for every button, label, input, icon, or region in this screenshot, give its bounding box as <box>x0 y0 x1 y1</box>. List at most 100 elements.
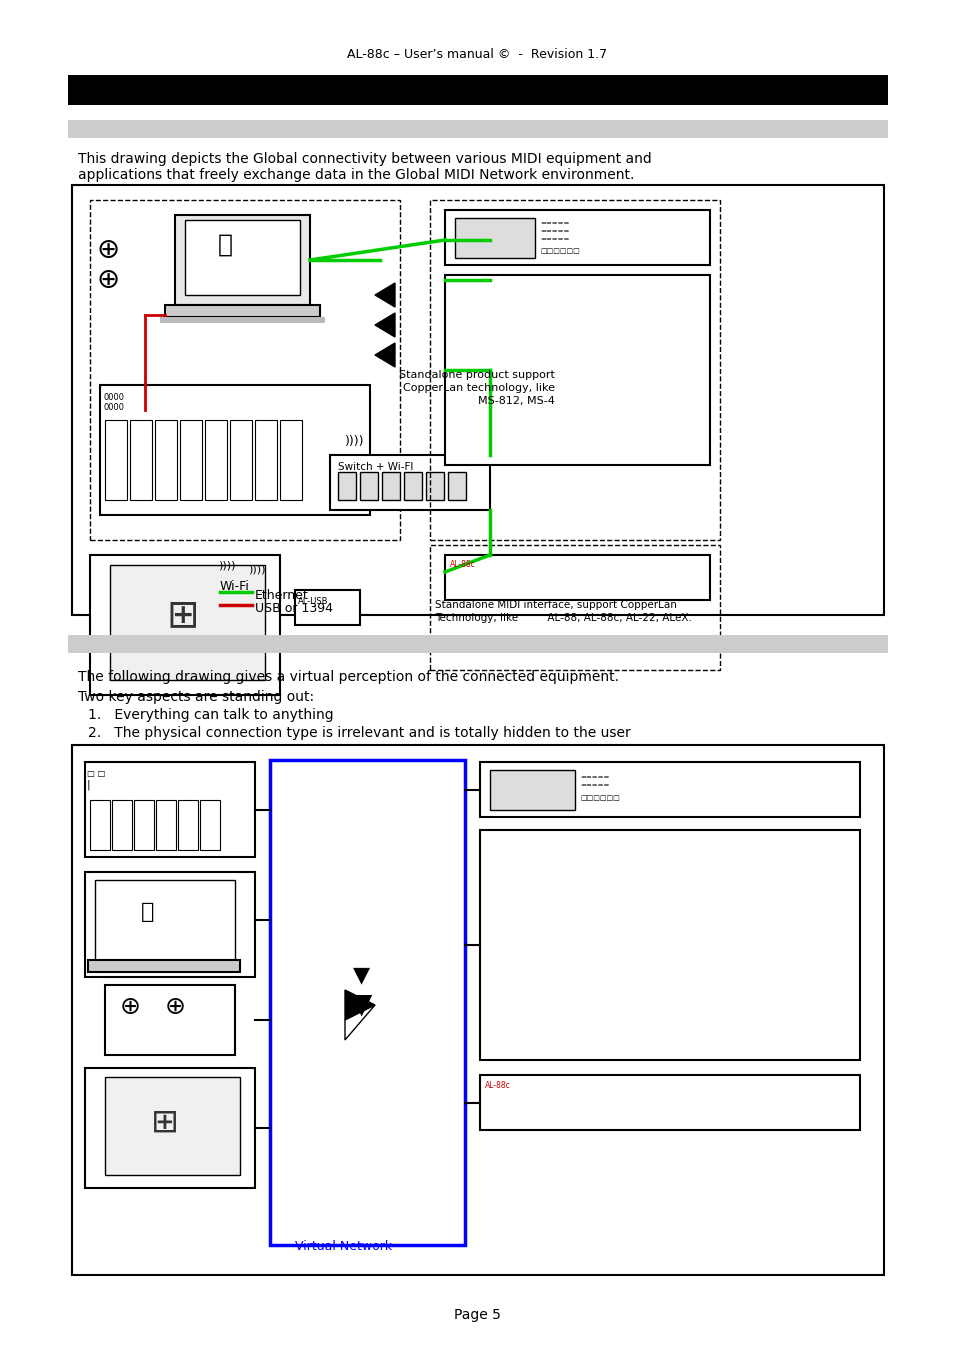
Text: 1.   Everything can talk to anything: 1. Everything can talk to anything <box>88 708 334 721</box>
Bar <box>112 800 132 850</box>
Text: )))): )))) <box>218 561 235 570</box>
Text: AL-USB: AL-USB <box>297 597 328 607</box>
Bar <box>479 830 859 1061</box>
Text: ⊕: ⊕ <box>96 266 119 295</box>
Text: |: | <box>87 780 91 790</box>
Text: 🍎: 🍎 <box>141 902 154 921</box>
Text: AL-88c – User’s manual ©  -  Revision 1.7: AL-88c – User’s manual © - Revision 1.7 <box>347 49 606 62</box>
Bar <box>110 565 265 680</box>
Bar <box>294 590 359 626</box>
Bar <box>71 744 883 1275</box>
Text: 0000: 0000 <box>103 403 124 412</box>
Bar <box>133 800 153 850</box>
Bar <box>85 1069 254 1188</box>
Text: □ □: □ □ <box>87 769 105 778</box>
Text: □□□□□□: □□□□□□ <box>579 794 619 801</box>
Text: Switch + Wi-FI: Switch + Wi-FI <box>337 462 413 471</box>
Bar <box>444 555 709 600</box>
Bar <box>68 635 887 653</box>
Bar <box>185 220 299 295</box>
Text: ⊕: ⊕ <box>119 994 140 1019</box>
Text: Ethernet: Ethernet <box>254 589 309 603</box>
Text: )))): )))) <box>345 435 364 449</box>
Bar <box>270 761 464 1246</box>
Bar <box>230 420 252 500</box>
Bar <box>178 800 198 850</box>
Text: Page 5: Page 5 <box>453 1308 500 1323</box>
Polygon shape <box>345 1005 375 1040</box>
Polygon shape <box>375 343 395 367</box>
Text: ⊕: ⊕ <box>96 236 119 263</box>
Bar <box>156 800 175 850</box>
Bar <box>280 420 302 500</box>
Bar <box>105 985 234 1055</box>
Text: ▼: ▼ <box>353 965 370 985</box>
Bar <box>337 471 355 500</box>
Bar <box>479 762 859 817</box>
Bar <box>426 471 443 500</box>
Bar <box>444 276 709 465</box>
Bar <box>444 209 709 265</box>
Bar <box>430 544 720 670</box>
Bar <box>85 871 254 977</box>
Text: 🍎: 🍎 <box>217 232 233 257</box>
Text: □□□□□□: □□□□□□ <box>539 249 579 254</box>
Text: Technology, like         AL-88, AL-88c, AL-22, ALeX.: Technology, like AL-88, AL-88c, AL-22, A… <box>435 613 691 623</box>
Bar <box>68 76 887 105</box>
Text: ⊞: ⊞ <box>167 596 199 634</box>
Text: The following drawing gives a virtual perception of the connected equipment.: The following drawing gives a virtual pe… <box>78 670 618 684</box>
Text: ⊕: ⊕ <box>164 994 185 1019</box>
Text: ⊞: ⊞ <box>151 1105 179 1139</box>
Bar <box>105 420 127 500</box>
Bar <box>174 215 310 305</box>
Text: MS-812, MS-4: MS-812, MS-4 <box>477 396 555 407</box>
Text: =====: ===== <box>579 774 609 780</box>
Bar <box>154 420 177 500</box>
Text: =====: ===== <box>539 228 569 234</box>
Bar <box>90 200 399 540</box>
Text: =====: ===== <box>539 220 569 226</box>
Bar <box>254 420 276 500</box>
Text: 2.   The physical connection type is irrelevant and is totally hidden to the use: 2. The physical connection type is irrel… <box>88 725 630 740</box>
Text: AL-88c: AL-88c <box>484 1081 510 1090</box>
Bar <box>359 471 377 500</box>
Text: Two key aspects are standing out:: Two key aspects are standing out: <box>78 690 314 704</box>
Text: Virtual Network: Virtual Network <box>294 1240 392 1252</box>
Text: applications that freely exchange data in the Global MIDI Network environment.: applications that freely exchange data i… <box>78 168 634 182</box>
Polygon shape <box>345 990 375 1020</box>
Bar <box>180 420 202 500</box>
Text: )))): )))) <box>248 565 265 576</box>
Bar <box>90 555 280 694</box>
Text: 0000: 0000 <box>103 393 124 403</box>
Bar <box>403 471 421 500</box>
Bar <box>430 200 720 540</box>
Bar <box>71 185 883 615</box>
Bar <box>95 880 234 961</box>
Text: Standalone MIDI interface, support CopperLan: Standalone MIDI interface, support Coppe… <box>435 600 677 611</box>
Bar <box>130 420 152 500</box>
Bar <box>205 420 227 500</box>
Text: CopperLan technology, like: CopperLan technology, like <box>402 382 555 393</box>
Bar <box>200 800 220 850</box>
Text: Wi-Fi: Wi-Fi <box>220 580 250 593</box>
Bar <box>85 762 254 857</box>
Bar <box>100 385 370 515</box>
Polygon shape <box>375 282 395 307</box>
Bar <box>448 471 465 500</box>
Bar <box>330 455 490 509</box>
Bar <box>68 120 887 138</box>
Text: Standalone product support: Standalone product support <box>398 370 555 380</box>
Bar <box>490 770 575 811</box>
Bar <box>165 305 319 317</box>
Bar <box>105 1077 240 1175</box>
Text: This drawing depicts the Global connectivity between various MIDI equipment and: This drawing depicts the Global connecti… <box>78 153 651 166</box>
Text: AL-88c: AL-88c <box>450 561 476 569</box>
Bar <box>479 1075 859 1129</box>
Bar <box>90 800 110 850</box>
Bar <box>381 471 399 500</box>
Bar <box>455 218 535 258</box>
Bar <box>160 317 325 323</box>
Bar <box>88 961 240 971</box>
Text: ▼: ▼ <box>351 992 373 1019</box>
Text: =====: ===== <box>539 236 569 242</box>
